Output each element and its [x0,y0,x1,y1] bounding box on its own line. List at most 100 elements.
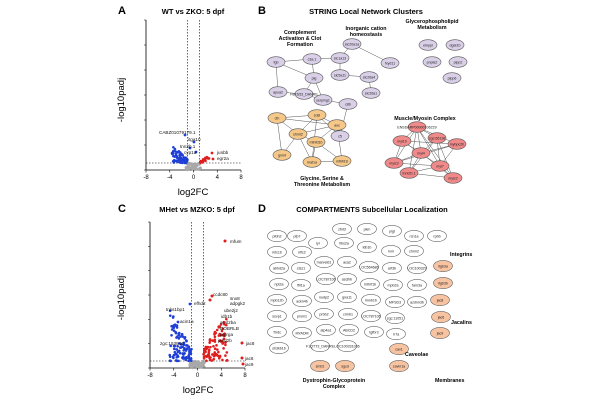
node-shape [268,86,288,98]
node-shape [430,327,450,339]
node-shape [338,98,358,110]
node-shape [386,328,406,340]
point-up [204,350,207,353]
point-down [175,324,179,327]
node-shape [332,223,352,235]
node-label: c3a.1 [308,57,317,61]
node-shape [380,57,400,69]
node-shape [389,360,409,372]
cluster-title-glycine: Glycine, Serine & Threonine Metabolism [294,176,351,188]
node-label: plpp2 [454,60,463,64]
compartment-node: crmb1 [338,308,358,320]
point-ns [185,168,189,172]
point-up [221,327,225,331]
point-up [199,161,202,164]
node-label: MFSD3 [389,300,401,304]
compartment-node: MFSD3 [385,296,405,308]
node-shape [431,311,451,323]
node-shape [313,94,333,106]
point-down [177,158,181,162]
node-shape [307,109,327,121]
node-label: rcn1a [410,234,419,238]
point-up [222,320,226,324]
point-down [171,316,175,319]
node-label: mylz2 [448,176,457,180]
node-shape [433,277,453,289]
point-ns [194,162,198,166]
point-up [207,349,211,353]
node-label: slc1a13 [334,56,346,60]
node-shape [407,262,427,274]
point-up [224,354,227,357]
point-up [201,157,205,161]
point-down [172,356,175,360]
compartment-node: tgfbr3 [364,326,384,338]
point-ns [200,361,204,365]
point-down [170,333,173,337]
node-shape [357,223,377,235]
gene-label: CABZ01079179.1 [159,130,196,135]
point-down [172,149,175,153]
node-label: prbb2 [319,312,328,316]
point-up [213,335,217,339]
panel-b: B STRING Local Network Clusters Compleme… [258,5,468,188]
point-up [210,294,214,298]
node-label: ctsz1 [297,266,305,270]
point-up [220,329,224,333]
x-tick-label: 8 [239,175,243,181]
point-down [184,160,188,164]
node-label: mpb12b [271,298,284,302]
point-up [208,341,211,344]
node-shape [267,230,287,242]
point-up [211,353,214,356]
node-label: fam3a [412,283,422,287]
node-label: lmnb1b [365,298,377,302]
x-tick-label: -8 [147,373,153,379]
panel-c-xlabel: log2FC [183,385,214,396]
gene-label: egr2a [217,156,229,161]
node-shape [267,310,287,322]
node-label: sh3kb1b [272,346,286,350]
node-label: fxyd11 [385,61,395,65]
node-shape [382,225,402,237]
point-down [182,349,186,352]
node-label: zgc:66118 [429,136,445,140]
node-label: asclhb [342,277,352,281]
point-down [174,353,177,356]
node-shape [381,245,401,257]
point-down [178,155,182,159]
node-label: aca2 [343,260,351,264]
point-up [213,338,217,341]
point-down [171,152,175,155]
network-edge [416,126,441,167]
compartment-node: ackn4b [292,295,312,307]
node-shape [389,343,409,355]
x-tick-label: 8 [243,373,247,379]
point-down [194,150,198,154]
point-down [168,309,172,313]
gene-label: mfum [230,239,242,244]
panel-a-ticks: -8 -4 0 4 8 [143,19,243,181]
node-label: zfnt3 [338,227,346,231]
point-up [241,362,245,366]
node-shape [337,291,357,303]
node-glycine: sdsl [307,109,327,121]
point-up [205,359,208,363]
node-label: zgc:11051 [387,316,403,320]
point-ns [201,363,205,367]
point-up [224,343,227,347]
point-ns [197,362,200,366]
point-up [225,358,229,362]
compartment-node: azdnn3b [407,296,427,308]
compartment-node: rcn1a [404,230,424,242]
node-label: abhd2a [273,266,285,270]
compartment-node: abhd2a [269,262,289,274]
node-label: ackn4b [296,299,308,303]
point-up [210,151,214,155]
node-shape [361,310,381,322]
gene-label: jac9 [244,362,254,367]
node-shape [335,360,355,372]
point-up [210,359,214,362]
node-shape [411,147,431,159]
point-down [184,349,188,352]
